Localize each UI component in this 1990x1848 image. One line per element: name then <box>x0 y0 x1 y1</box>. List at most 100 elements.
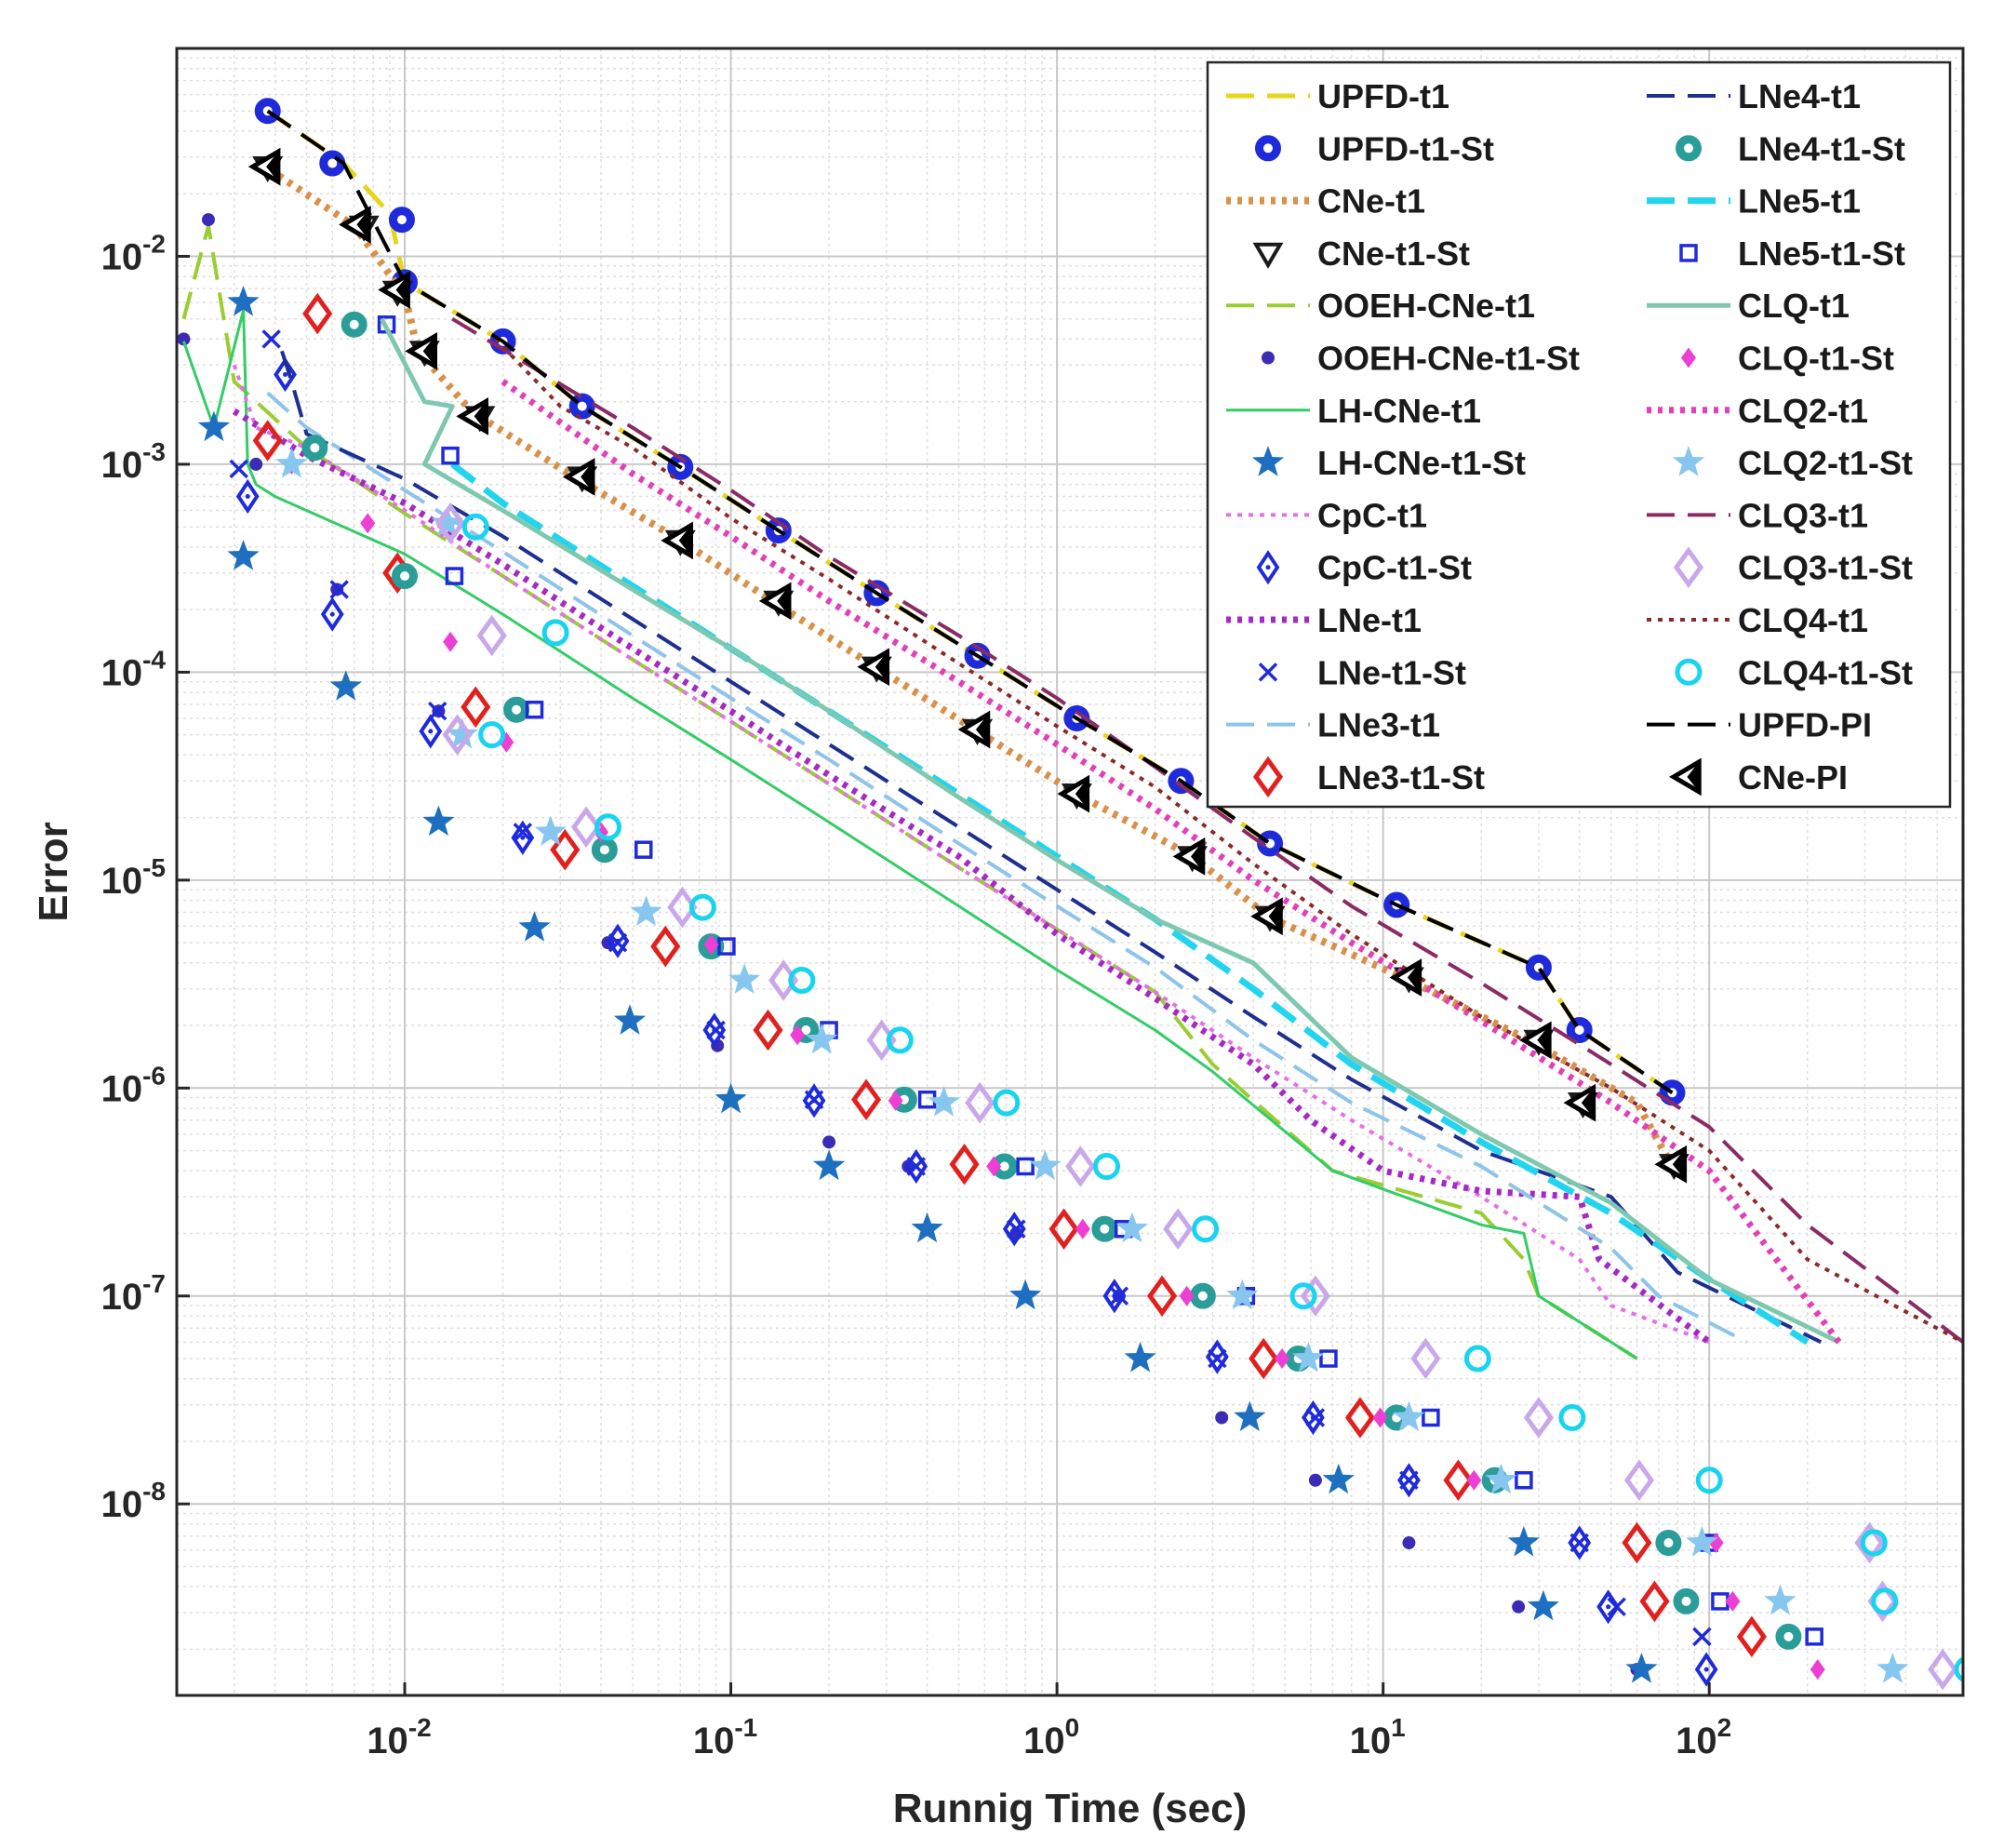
legend-item-lne-t1-st: LNe-t1-St <box>1258 653 1466 691</box>
series-point-clq2-t1-st <box>275 447 308 478</box>
marker-diamond <box>274 356 297 393</box>
x-tick-exponent: -1 <box>734 1713 757 1742</box>
legend-label: CNe-t1-St <box>1317 234 1470 273</box>
marker-star <box>1876 1653 1909 1683</box>
series-point-lne4-t1-st <box>1091 1215 1118 1242</box>
marker-center <box>349 319 359 329</box>
legend-label: LH-CNe-t1-St <box>1317 444 1526 482</box>
marker-diamond <box>1300 1275 1330 1318</box>
series-point-clq-t1-st <box>1275 1348 1290 1370</box>
marker-ring <box>886 1026 914 1054</box>
marker-diamond <box>511 820 535 855</box>
marker-ring <box>1871 1587 1899 1615</box>
series-point-lne-t1-st <box>608 932 628 953</box>
marker-diamond <box>1681 347 1696 368</box>
y-tick-label: 10-2 <box>101 229 166 277</box>
series-point-cpc-t1-st <box>511 820 535 855</box>
series-point-cne-pi <box>1389 958 1422 997</box>
series-point-clq3-t1-st <box>965 1081 995 1124</box>
marker-triangle-fill <box>1075 779 1088 810</box>
series-point-clq2-t1-st <box>728 963 761 994</box>
marker-star <box>422 805 455 837</box>
marker-x-stroke <box>608 932 628 953</box>
series-point-lne3-t1-st <box>252 420 283 462</box>
series-point-clq3-t1-st <box>1065 1145 1096 1187</box>
y-tick-exponent: -8 <box>142 1477 166 1506</box>
series-point-clq-t1-st <box>443 631 459 652</box>
series-point-lh-cne-t1-st <box>227 540 260 570</box>
legend-item-upfd-pi: UPFD-PI <box>1647 706 1872 744</box>
legend-swatch-marker <box>1676 135 1702 162</box>
series-point-clq-t1-st <box>1725 1590 1741 1612</box>
marker-triangle-fill <box>1687 761 1700 792</box>
marker-diamond <box>1694 1652 1718 1687</box>
marker-x-stroke <box>1692 1627 1712 1647</box>
series-point-lne3-t1-st <box>1736 1615 1767 1658</box>
legend-item-lne-t1: LNe-t1 <box>1226 601 1422 639</box>
marker-square <box>441 446 460 465</box>
legend-swatch-marker <box>1681 347 1696 368</box>
marker-ring <box>461 513 489 541</box>
y-tick-label: 10-8 <box>101 1477 166 1525</box>
marker-square <box>1016 1157 1035 1176</box>
y-tick-base: 10 <box>101 1277 143 1318</box>
x-tick-exponent: 0 <box>1065 1713 1080 1742</box>
marker-star <box>630 895 662 926</box>
legend-item-clq2-t1: CLQ2-t1 <box>1647 392 1868 430</box>
marker-x-stroke <box>1007 1219 1026 1239</box>
marker-diamond <box>949 1143 980 1185</box>
marker-diamond <box>302 292 333 335</box>
series-point-clq-t1-st <box>1179 1285 1195 1306</box>
series-point-clq2-t1-st <box>1292 1342 1325 1373</box>
legend: UPFD-t1 UPFD-t1-St CNe-t1 CNe-t1-St OOEH-CNe… <box>1206 60 1952 809</box>
series-point-lne4-t1-st <box>1775 1623 1802 1650</box>
y-tick-base: 10 <box>101 1068 143 1109</box>
plot-frame <box>175 47 1965 1697</box>
series-point-lh-cne-t1-st <box>227 286 260 316</box>
marker-x-stroke <box>261 329 281 349</box>
legend-label: CLQ4-t1 <box>1738 601 1868 639</box>
series-point-clq4-t1-st <box>886 1026 914 1054</box>
y-tick-base: 10 <box>101 1484 143 1525</box>
marker-center <box>801 1025 811 1036</box>
marker-ring <box>1954 1656 1963 1682</box>
marker-diamond <box>550 828 581 871</box>
marker-center <box>329 611 335 617</box>
marker-ring <box>1675 658 1703 686</box>
marker-diamond <box>1622 1521 1652 1564</box>
series-point-lne4-t1-st <box>591 837 618 864</box>
marker-center <box>1606 1604 1611 1610</box>
series-point-upfd-t1-st <box>1525 954 1552 981</box>
series-point-lh-cne-t1-st <box>1009 1279 1042 1310</box>
marker-x-stroke <box>804 1090 824 1109</box>
legend-label: CLQ-t1-St <box>1738 340 1894 378</box>
series-point-cne-pi <box>562 458 595 496</box>
series-point-clq2-t1-st <box>431 506 463 537</box>
series-point-lh-cne-t1-st <box>1234 1400 1266 1432</box>
marker-diamond <box>434 502 466 544</box>
series-point-lne-t1-st <box>1569 1533 1589 1553</box>
marker-center <box>1681 1596 1691 1606</box>
series-point-lh-cne-t1-st <box>1124 1342 1156 1373</box>
marker-ring <box>478 721 506 749</box>
legend-label: LNe4-t1-St <box>1738 129 1905 167</box>
legend-item-clq-t1: CLQ-t1 <box>1647 287 1850 325</box>
marker-x-stroke <box>1607 1597 1626 1617</box>
series-point-cpc-t1-st <box>1694 1652 1718 1687</box>
series-point-lne5-t1-st <box>441 446 460 465</box>
series-point-ooeh-cne-t1-st <box>201 213 215 227</box>
series-line-upfd-pi <box>266 109 1674 1094</box>
legend-label: CLQ3-t1 <box>1738 496 1868 534</box>
marker-diamond <box>1623 1459 1655 1502</box>
series-point-clq3-t1-st <box>1623 1459 1655 1502</box>
marker-ring <box>688 893 716 921</box>
series-point-lne5-t1-st <box>1515 1471 1533 1490</box>
series-point-ooeh-cne-t1-st <box>1215 1411 1229 1425</box>
series-point-lh-cne-t1-st <box>422 805 455 837</box>
series-point-lne-t1-st <box>229 459 248 479</box>
marker-ring <box>594 813 622 841</box>
series-point-clq-t1-st <box>888 1090 903 1111</box>
marker-x-stroke <box>427 701 447 721</box>
series-point-cne-pi <box>661 521 693 560</box>
marker-center <box>999 1161 1009 1172</box>
